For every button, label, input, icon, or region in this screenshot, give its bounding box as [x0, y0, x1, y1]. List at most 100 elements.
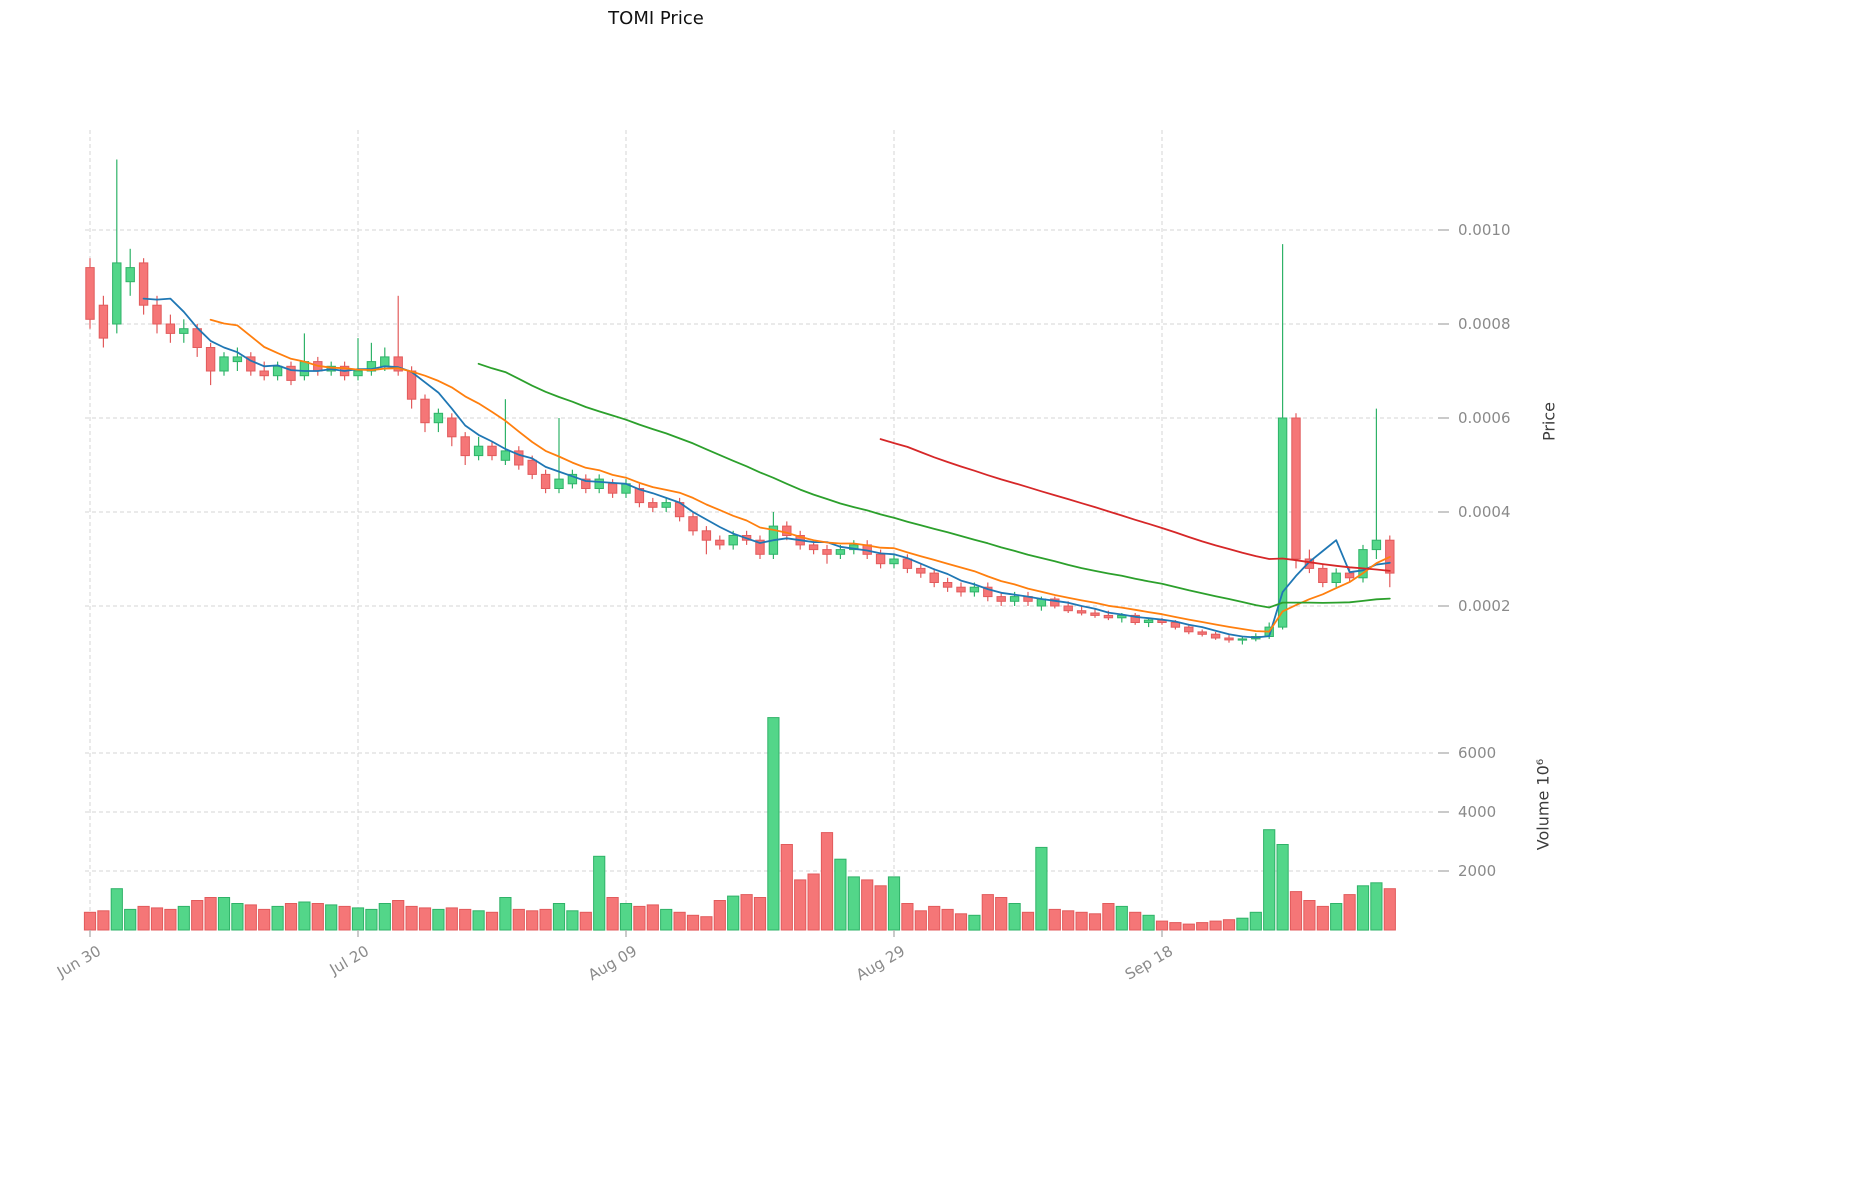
volume-tick-label: 6000: [1458, 744, 1496, 762]
volume-bar: [445, 907, 458, 931]
candle-body: [1130, 614, 1140, 624]
candle-body: [205, 347, 216, 372]
price-tick-label: 0.0004: [1458, 503, 1511, 521]
candle-body: [353, 370, 363, 377]
candle-body: [929, 572, 939, 583]
volume-bar: [928, 905, 941, 931]
volume-bar: [1048, 908, 1061, 931]
candle-body: [460, 436, 470, 457]
candle-body: [1237, 638, 1248, 641]
volume-bar: [1075, 911, 1088, 931]
candle-body: [1210, 633, 1221, 639]
volume-bar: [794, 879, 807, 931]
volume-bar: [1289, 891, 1303, 931]
candle-body: [1197, 631, 1207, 635]
volume-bar: [97, 910, 110, 931]
volume-bar: [191, 900, 204, 931]
candle-body: [1103, 614, 1114, 619]
volume-bar: [981, 894, 994, 931]
candle-body: [299, 361, 310, 377]
volume-bar: [137, 905, 150, 931]
candle-body: [1050, 598, 1060, 607]
volume-bar: [606, 897, 619, 931]
volume-bar: [526, 910, 539, 931]
date-tick-label: Aug 29: [853, 942, 908, 984]
volume-bar: [700, 916, 713, 931]
volume-bar: [164, 908, 177, 931]
volume-bar: [1383, 888, 1396, 931]
candle-body: [648, 502, 658, 508]
candle-body: [956, 586, 966, 593]
volume-bar: [1209, 920, 1222, 931]
candle-body: [473, 445, 484, 457]
volume-bar: [231, 903, 244, 931]
volume-bar: [646, 904, 659, 931]
volume-bar: [1276, 844, 1289, 931]
price-tick-label: 0.0008: [1458, 315, 1511, 333]
volume-bar: [780, 844, 793, 931]
volume-bar: [593, 855, 606, 931]
ma-line-5: [142, 297, 1391, 639]
candle-body: [433, 412, 444, 424]
volume-bar: [1303, 900, 1316, 931]
volume-bar: [1343, 894, 1356, 931]
candle-body: [581, 478, 591, 490]
volume-bar: [1008, 903, 1021, 931]
volume-bar: [204, 897, 217, 931]
volume-bar: [660, 908, 673, 931]
volume-bar: [539, 908, 552, 931]
candle-body: [232, 356, 243, 363]
candle-body: [1291, 417, 1301, 560]
candle-body: [259, 370, 269, 377]
candle-body: [98, 304, 109, 339]
volume-bar: [1142, 914, 1155, 931]
candle-body: [1009, 596, 1020, 602]
volume-bar: [365, 908, 378, 931]
candle-body: [1184, 626, 1194, 633]
volume-bar: [1035, 846, 1048, 931]
volume-bar: [244, 904, 257, 931]
price-axis-label: Price: [1539, 401, 1559, 442]
candle-body: [380, 356, 390, 367]
candle-body: [1063, 605, 1073, 612]
volume-bar: [499, 897, 512, 931]
volume-bar: [619, 903, 633, 931]
volume-bar: [1370, 882, 1383, 931]
volume-bar: [1169, 922, 1182, 931]
volume-bar: [968, 914, 981, 931]
volume-bar: [83, 911, 97, 931]
candle-body: [152, 304, 162, 325]
candle-body: [1076, 610, 1087, 614]
candle-body: [179, 328, 189, 334]
date-tick-label: Jun 30: [53, 942, 104, 982]
candle-body: [942, 582, 953, 588]
volume-axis-label: Volume 10⁶: [1533, 758, 1553, 851]
candle-body: [983, 586, 993, 598]
volume-bar: [861, 879, 874, 931]
candle-body: [607, 483, 618, 494]
volume-bar: [405, 905, 418, 931]
volume-bar: [887, 876, 901, 931]
volume-bar: [740, 894, 753, 931]
candle-body: [594, 478, 604, 490]
candle-body: [661, 502, 671, 508]
volume-bar: [432, 908, 445, 931]
volume-bar: [820, 832, 834, 931]
ma-line-60: [879, 438, 1391, 572]
candle-body: [782, 525, 792, 536]
volume-bar: [807, 873, 820, 931]
candle-body: [219, 356, 229, 372]
volume-bar: [378, 903, 391, 931]
volume-bar: [177, 905, 190, 931]
candle-body: [875, 553, 886, 565]
candle-body: [1224, 637, 1234, 641]
candle-body: [1358, 549, 1368, 579]
candle-body: [246, 356, 256, 372]
candle-body: [527, 459, 537, 475]
candle-body: [688, 516, 698, 532]
candle-body: [447, 417, 457, 438]
volume-bar: [633, 905, 646, 931]
candle-body: [1277, 417, 1288, 628]
volume-bar: [150, 907, 164, 931]
